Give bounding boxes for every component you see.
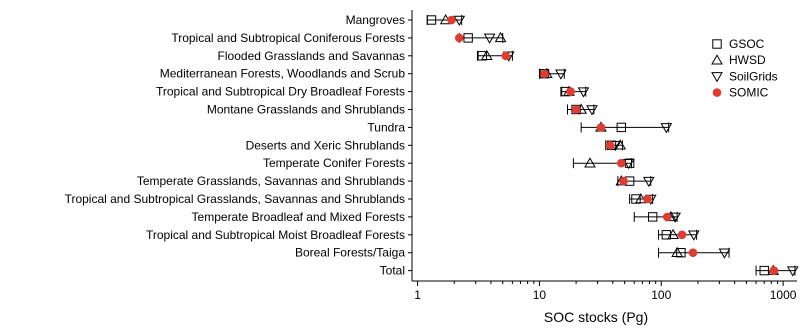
point-soilgrids xyxy=(718,248,731,259)
x-tick-label: 1 xyxy=(414,288,421,302)
x-axis-title: SOC stocks (Pg) xyxy=(544,309,648,325)
legend-marker-gsoc xyxy=(712,39,722,49)
legend-label-soilgrids: SoilGrids xyxy=(729,69,778,83)
category-label: Montane Grasslands and Shrublands xyxy=(207,103,405,117)
category-labels: Mangroves Tropical and Subtropical Conife… xyxy=(65,13,412,278)
point-somic xyxy=(617,158,626,168)
category-label: Temperate Conifer Forests xyxy=(263,156,405,170)
point-gsoc xyxy=(616,122,627,133)
legend: GSOC HWSD SoilGrids SOMIC xyxy=(711,37,778,100)
category-label: Total xyxy=(380,264,405,278)
category-label: Flooded Grasslands and Savannas xyxy=(218,49,405,63)
x-tick-label: 1000 xyxy=(770,288,797,302)
category-label: Temperate Broadleaf and Mixed Forests xyxy=(192,210,405,224)
legend-marker-somic xyxy=(712,88,722,97)
point-hwsd xyxy=(494,31,507,43)
point-somic xyxy=(619,176,628,186)
point-soilgrids xyxy=(642,176,655,188)
point-hwsd xyxy=(584,157,596,168)
point-soilgrids xyxy=(453,15,466,27)
point-somic xyxy=(540,69,549,78)
point-soilgrids xyxy=(586,105,598,116)
legend-label-somic: SOMIC xyxy=(729,86,769,100)
x-tick-label: 100 xyxy=(651,288,671,302)
point-somic xyxy=(643,194,652,204)
point-somic xyxy=(566,87,575,96)
point-soilgrids xyxy=(555,69,567,80)
point-somic xyxy=(447,15,456,25)
point-soilgrids xyxy=(669,212,682,223)
x-tick-label: 10 xyxy=(533,288,547,302)
category-label: Deserts and Xeric Shrublands xyxy=(246,138,405,152)
category-label: Tropical and Subtropical Dry Broadleaf F… xyxy=(156,85,405,99)
plot-area xyxy=(426,13,799,277)
legend-marker-soilgrids xyxy=(711,72,723,83)
point-somic xyxy=(688,248,698,257)
point-hwsd xyxy=(614,139,627,150)
category-label: Tropical and Subtropical Grasslands, Sav… xyxy=(65,192,405,206)
point-gsoc xyxy=(647,212,658,222)
category-label: Boreal Forests/Taiga xyxy=(295,246,405,260)
point-soilgrids xyxy=(577,87,590,98)
category-label: Mediterranean Forests, Woodlands and Scr… xyxy=(160,67,406,81)
point-somic xyxy=(662,212,672,222)
x-axis: 1 10 100 1000 xyxy=(411,10,797,302)
point-somic xyxy=(454,33,464,43)
point-gsoc xyxy=(759,265,769,276)
point-hwsd xyxy=(480,49,493,61)
point-gsoc xyxy=(463,33,473,43)
point-somic xyxy=(501,51,511,61)
category-label: Tropical and Subtropical Moist Broadleaf… xyxy=(146,228,405,242)
point-somic xyxy=(769,266,779,275)
point-hwsd xyxy=(671,246,684,257)
category-label: Tundra xyxy=(367,120,405,134)
point-somic xyxy=(677,230,687,240)
point-somic xyxy=(596,123,606,132)
point-somic xyxy=(571,105,581,114)
point-soilgrids xyxy=(483,33,496,44)
legend-marker-hwsd xyxy=(711,54,723,65)
category-label: Temperate Grasslands, Savannas and Shrub… xyxy=(137,174,405,188)
point-soilgrids xyxy=(660,123,673,134)
point-somic xyxy=(605,141,615,150)
point-soilgrids xyxy=(687,230,700,241)
legend-label-gsoc: GSOC xyxy=(729,37,765,51)
point-soilgrids xyxy=(786,266,799,277)
point-gsoc xyxy=(426,15,437,25)
point-hwsd xyxy=(667,228,679,240)
legend-label-hwsd: HWSD xyxy=(729,53,766,67)
point-soilgrids xyxy=(622,158,635,170)
category-label: Mangroves xyxy=(346,13,405,27)
category-label: Tropical and Subtropical Coniferous Fore… xyxy=(171,31,405,45)
